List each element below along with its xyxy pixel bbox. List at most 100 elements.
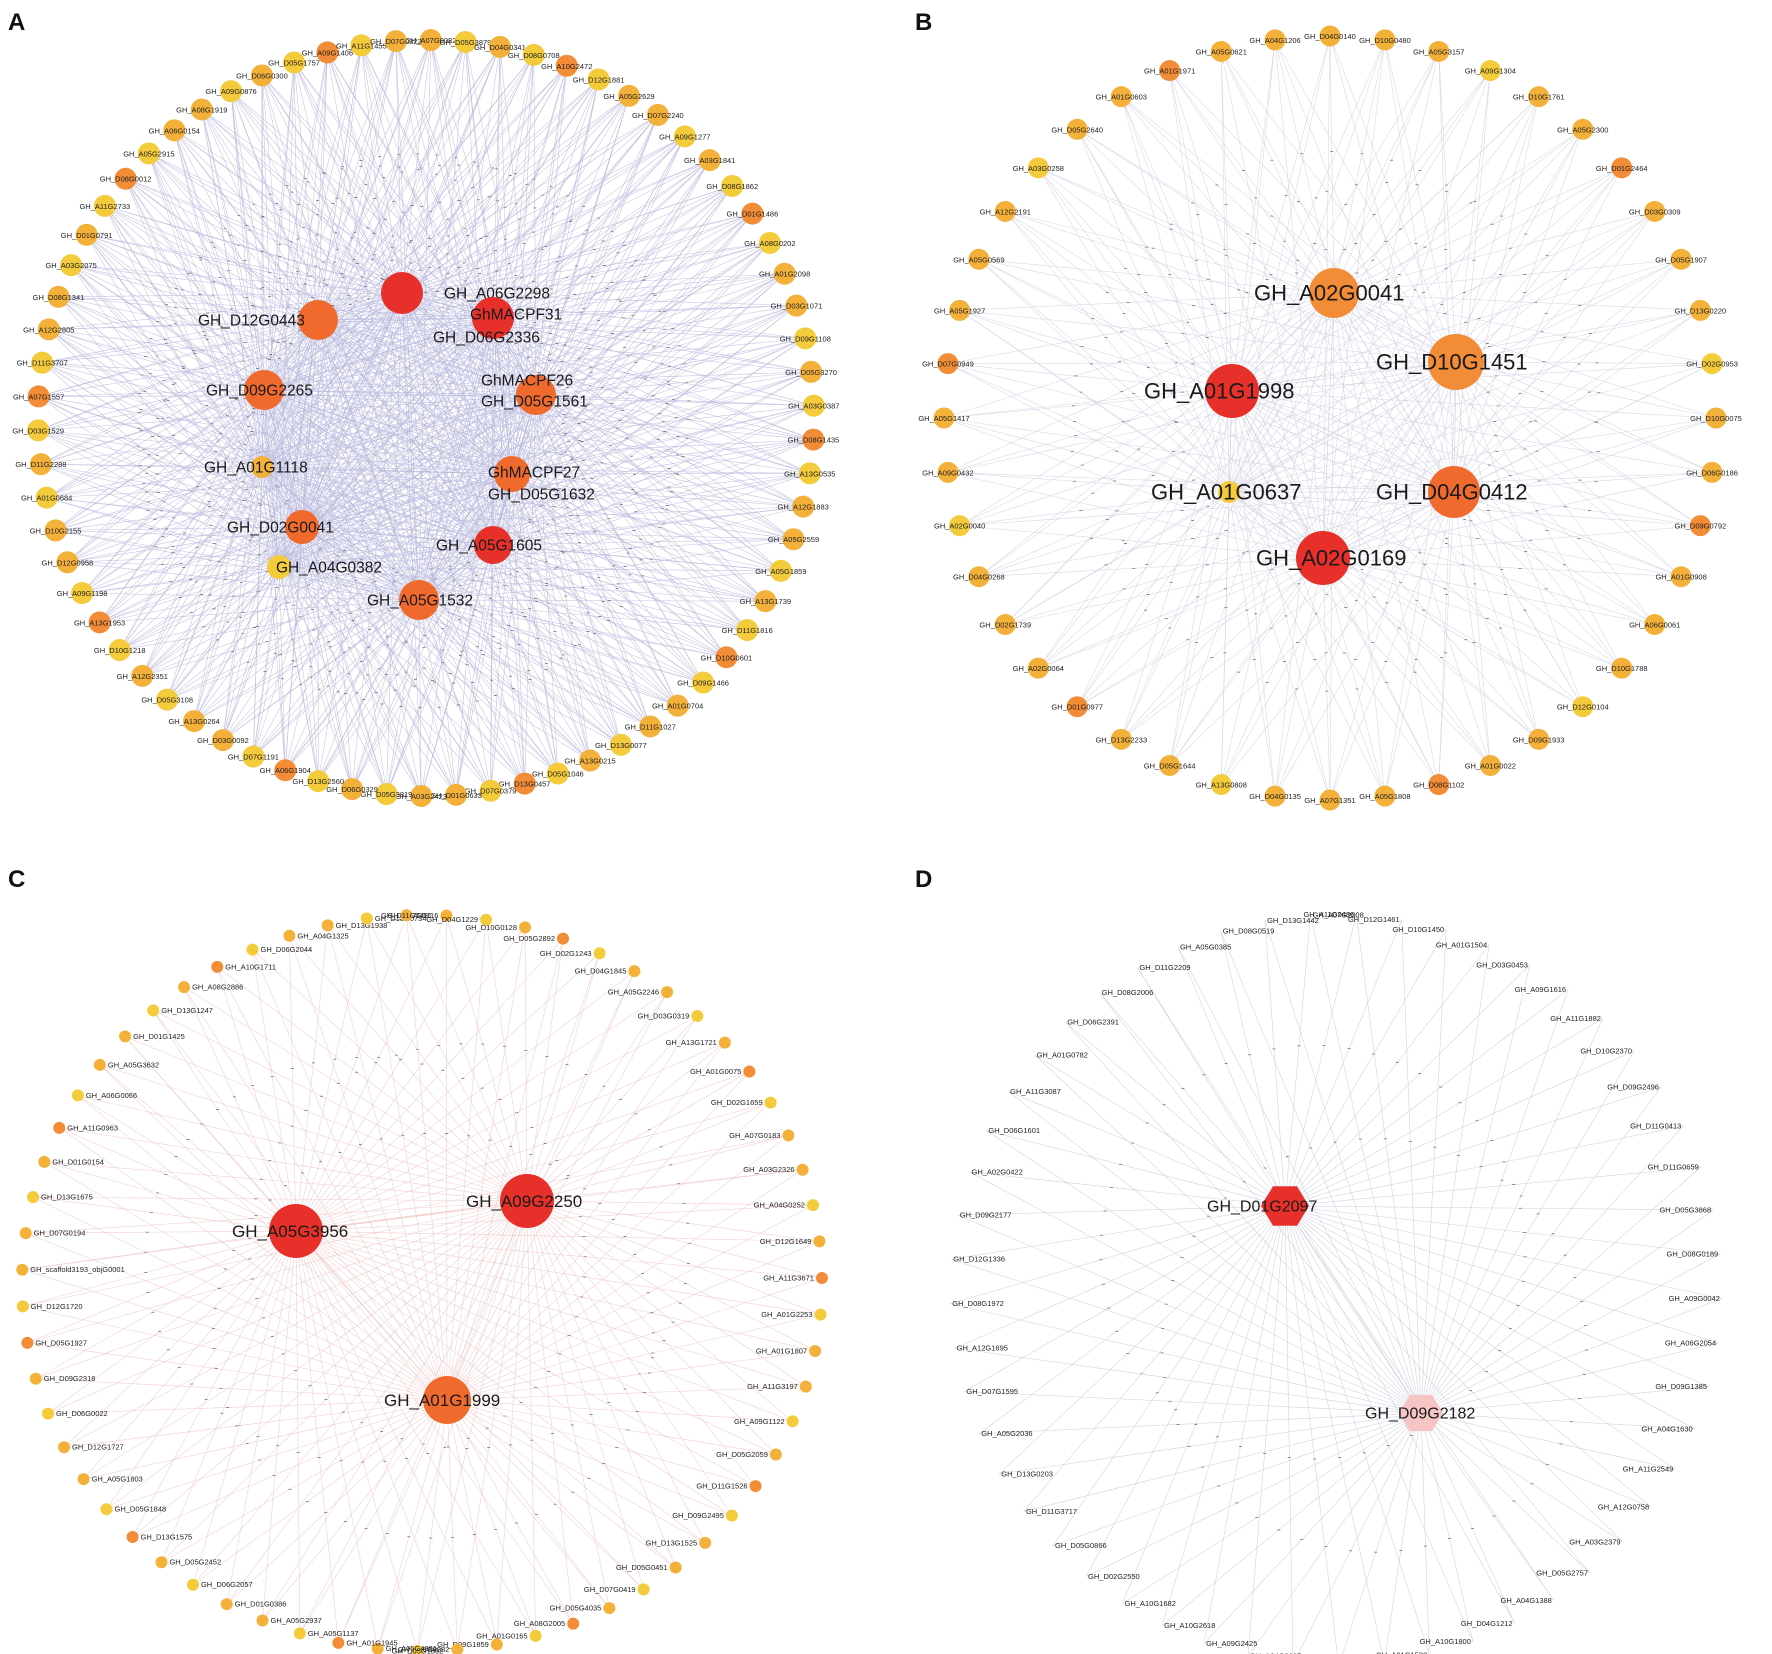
edge xyxy=(35,1230,297,1379)
ring-node-label: GH_A05G3157 xyxy=(1413,47,1464,56)
edge xyxy=(535,305,797,396)
ring-node xyxy=(666,694,689,717)
edge xyxy=(951,1205,1286,1260)
edge xyxy=(263,62,295,391)
ring-node-label: GH_D08G0189 xyxy=(1667,1250,1719,1259)
edge xyxy=(193,292,403,722)
edge xyxy=(1420,944,1490,1414)
edge xyxy=(263,39,431,391)
edge xyxy=(317,114,659,321)
edge xyxy=(1453,211,1655,493)
edge xyxy=(1221,51,1335,294)
ring-node-label: GH_D10G2155 xyxy=(30,526,82,535)
edge xyxy=(252,949,528,1202)
edge xyxy=(104,205,319,321)
edge xyxy=(1342,1412,1422,1654)
edge xyxy=(295,1230,536,1636)
ring-node-label: GH_A01G1945 xyxy=(346,1638,397,1647)
edge xyxy=(1005,211,1324,559)
ring-node-label: GH_A02G0064 xyxy=(1013,664,1064,673)
ring-node xyxy=(1159,754,1181,776)
edge xyxy=(1455,310,1701,363)
edge xyxy=(278,566,525,784)
edge xyxy=(1333,292,1491,766)
edge xyxy=(295,1230,820,1242)
edge xyxy=(183,987,448,1401)
ring-node-label: GH_D07G1595 xyxy=(966,1387,1018,1396)
edge xyxy=(44,1161,528,1202)
ring-node-label: GH_A01G0684 xyxy=(21,494,72,503)
edge xyxy=(492,185,733,546)
edge xyxy=(535,394,651,727)
edge xyxy=(47,1200,528,1414)
edge xyxy=(1228,417,1717,493)
ring-node xyxy=(42,1407,55,1420)
edge xyxy=(361,45,420,601)
edge xyxy=(192,1399,448,1585)
ring-node-label: GH_A05G0385 xyxy=(1180,942,1231,951)
edge xyxy=(38,396,513,475)
edge xyxy=(261,75,280,568)
edge xyxy=(1384,39,1455,493)
edge xyxy=(1453,70,1491,493)
ring-node xyxy=(100,1503,113,1516)
edge xyxy=(42,362,513,475)
hub-node-label-secondary: GH_D05G1632 xyxy=(488,486,595,503)
ring-node xyxy=(782,528,805,551)
ring-node-label: GH_D07G0322 xyxy=(370,37,422,46)
ring-node-label: GH_A11G3197 xyxy=(747,1382,798,1391)
edge xyxy=(278,566,387,795)
edge xyxy=(1121,96,1455,493)
edge xyxy=(417,1399,448,1652)
edge xyxy=(142,599,420,677)
edge xyxy=(1333,292,1701,526)
edge xyxy=(317,319,494,546)
edge xyxy=(1333,292,1455,493)
edge xyxy=(1221,491,1455,785)
edge xyxy=(70,265,420,601)
ring-node-label: GH_D07G0379 xyxy=(465,787,517,796)
edge xyxy=(1453,491,1491,766)
edge xyxy=(142,466,263,677)
ring-node-label: GH_A11G2549 xyxy=(1623,1465,1674,1474)
edge xyxy=(301,526,704,683)
edge xyxy=(1329,491,1455,801)
edge xyxy=(263,389,280,568)
edge xyxy=(222,599,420,741)
ring-node xyxy=(1374,785,1396,807)
ring-node xyxy=(1264,785,1286,807)
edge xyxy=(295,925,328,1232)
edge xyxy=(395,41,513,475)
ring-node-label: GH_D01G0154 xyxy=(52,1157,104,1166)
edge xyxy=(301,473,513,528)
edge xyxy=(58,296,303,528)
edge xyxy=(104,205,265,391)
edge xyxy=(1231,390,1717,419)
edge xyxy=(492,65,568,319)
hub-node xyxy=(399,580,439,620)
edge xyxy=(1023,1205,1286,1512)
edge xyxy=(1169,70,1230,493)
ring-node-label: GH_A01G0704 xyxy=(652,702,703,711)
ring-node-label: GH_A02G0422 xyxy=(971,1168,1022,1177)
hub-node-label: GhMACPF27 xyxy=(488,464,580,481)
edge xyxy=(261,394,537,468)
edge xyxy=(263,136,685,391)
hub-node xyxy=(244,370,284,410)
edge xyxy=(465,41,494,319)
edge xyxy=(492,317,513,475)
edge xyxy=(317,599,420,782)
edge xyxy=(55,530,420,601)
ring-node-label: GH_D07G0419 xyxy=(584,1585,636,1594)
ring-node xyxy=(715,646,738,669)
edge xyxy=(1274,39,1335,294)
edge xyxy=(301,526,420,601)
ring-node-label: GH_A03G2326 xyxy=(743,1165,794,1174)
ring-node xyxy=(93,1058,106,1071)
edge xyxy=(38,396,263,468)
edge xyxy=(201,109,537,396)
edge xyxy=(1231,51,1439,392)
edge xyxy=(526,1200,777,1455)
edge xyxy=(263,389,727,658)
edge xyxy=(947,390,1233,473)
